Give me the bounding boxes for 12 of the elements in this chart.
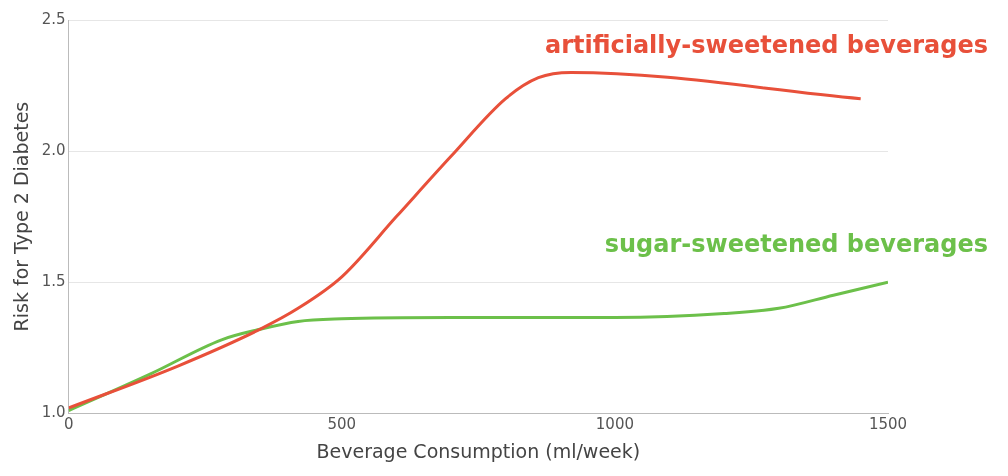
y-tick-label: 1.0 bbox=[41, 403, 66, 422]
y-axis-title: Risk for Type 2 Diabetes bbox=[10, 101, 33, 332]
x-tick-label: 0 bbox=[63, 415, 74, 434]
y-tick-label: 1.5 bbox=[41, 272, 66, 291]
x-tick-label: 1000 bbox=[595, 415, 634, 434]
y-tick-label: 2.0 bbox=[41, 140, 66, 159]
x-tick-label: 500 bbox=[327, 415, 357, 434]
y-tick-label: 2.5 bbox=[41, 9, 66, 28]
text: sugar-sweetened beverages bbox=[604, 230, 988, 259]
series-label: artificially-sweetened beverages bbox=[544, 30, 988, 59]
x-tick-label: 1500 bbox=[868, 415, 908, 434]
x-axis-title: Beverage Consumption (ml/week) bbox=[316, 439, 641, 462]
